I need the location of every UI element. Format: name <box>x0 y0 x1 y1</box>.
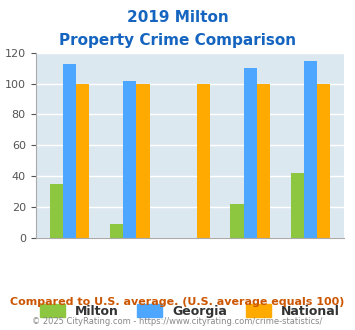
Bar <box>76 83 89 238</box>
Bar <box>110 224 123 238</box>
Bar <box>304 60 317 238</box>
Bar <box>123 81 136 238</box>
Bar <box>290 173 304 238</box>
Bar <box>136 83 149 238</box>
Bar <box>63 64 76 238</box>
Text: Property Crime Comparison: Property Crime Comparison <box>59 33 296 48</box>
Bar <box>50 184 63 238</box>
Legend: Milton, Georgia, National: Milton, Georgia, National <box>35 299 345 323</box>
Text: © 2025 CityRating.com - https://www.cityrating.com/crime-statistics/: © 2025 CityRating.com - https://www.city… <box>32 317 323 326</box>
Bar <box>197 83 210 238</box>
Bar <box>257 83 270 238</box>
Bar <box>230 204 244 238</box>
Text: Compared to U.S. average. (U.S. average equals 100): Compared to U.S. average. (U.S. average … <box>10 297 345 307</box>
Text: 2019 Milton: 2019 Milton <box>127 10 228 25</box>
Bar <box>244 68 257 238</box>
Bar <box>317 83 330 238</box>
